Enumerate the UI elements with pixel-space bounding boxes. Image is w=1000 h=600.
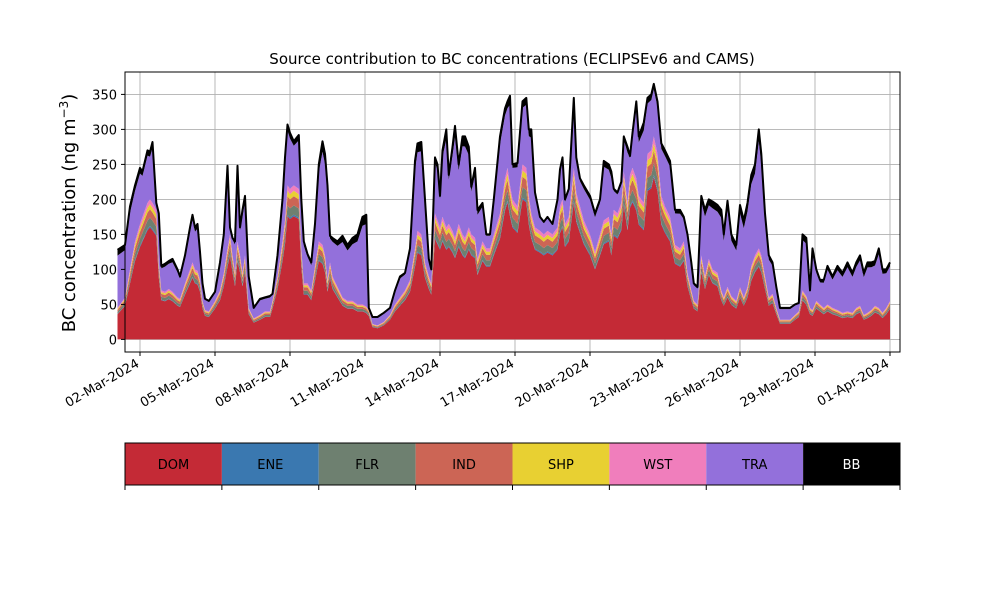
y-tick-label: 200 [92,193,117,208]
legend-swatch-ind [415,443,513,485]
plot-frame [124,71,901,353]
chart-title: Source contribution to BC concentrations… [269,50,754,68]
legend-swatch-dom [125,443,222,485]
legend-label-wst: WST [643,458,672,473]
legend-label-ene: ENE [257,458,283,473]
legend-swatch-shp [512,443,610,485]
y-axis-label: BC concentration (ng m−3) [57,94,80,333]
legend-label-flr: FLR [355,458,379,473]
area-dom [117,177,890,340]
legend-colorbar: DOM ENE FLR IND SHP WST TRA BB [124,442,901,490]
stacked-areas [116,82,891,340]
y-tick-label: 300 [92,123,117,138]
y-tick-label: 150 [92,228,117,243]
y-tick-label: 350 [92,88,117,103]
legend-label-shp: SHP [548,458,574,473]
axes-frame [124,71,901,353]
legend-label-dom: DOM [158,458,189,473]
legend-swatch-flr [318,443,416,485]
y-tick-label: 250 [92,158,117,173]
legend-label-bb: BB [843,458,861,473]
legend-label-ind: IND [452,458,476,473]
legend-swatch-tra [706,443,804,485]
legend-swatch-wst [609,443,707,485]
total-line [116,82,891,318]
legend-swatch-bb [803,443,900,485]
y-tick-label: 100 [92,263,117,278]
area-tra [117,89,890,326]
legend-swatch-ene [221,443,319,485]
y-tick-label: 0 [109,333,117,348]
y-tick-label: 50 [100,298,117,313]
legend-label-tra: TRA [741,458,767,473]
